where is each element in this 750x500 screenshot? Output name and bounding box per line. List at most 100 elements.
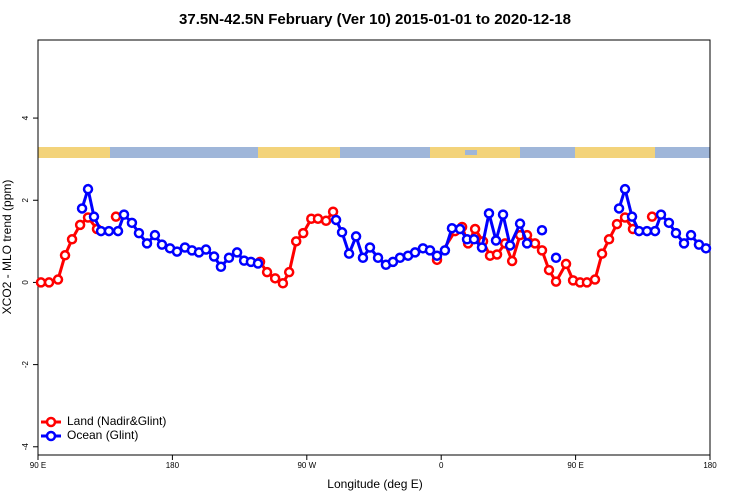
data-point <box>649 225 661 237</box>
data-point <box>560 258 572 270</box>
data-point <box>476 242 488 253</box>
data-point <box>312 213 324 224</box>
data-point <box>110 211 122 222</box>
x-tick-label: 180 <box>166 461 180 470</box>
x-tick-label: 90 E <box>30 461 46 470</box>
data-point <box>439 245 451 256</box>
data-point <box>215 261 227 273</box>
y-tick-label: -2 <box>21 361 30 369</box>
data-point <box>424 245 436 256</box>
y-tick-label: 4 <box>21 115 30 120</box>
data-point <box>409 247 421 258</box>
data-point <box>252 258 264 269</box>
data-point <box>283 266 295 278</box>
data-point <box>35 277 47 288</box>
data-point <box>336 227 348 238</box>
data-point <box>103 225 115 237</box>
data-point <box>327 206 339 218</box>
data-point <box>491 249 503 260</box>
data-point <box>394 252 406 264</box>
data-point <box>149 229 161 241</box>
data-point <box>504 240 516 251</box>
x-tick-label: 0 <box>439 461 444 470</box>
land-ocean-strip <box>38 147 710 158</box>
y-tick-label: 0 <box>21 280 30 285</box>
data-point <box>514 218 526 229</box>
data-point <box>619 183 631 195</box>
data-point <box>678 238 690 249</box>
data-point <box>454 223 466 235</box>
data-point <box>112 225 124 237</box>
data-point <box>596 248 608 259</box>
data-point <box>483 208 495 219</box>
data-point <box>497 209 509 220</box>
data-point <box>141 238 153 249</box>
data-point <box>156 239 168 250</box>
series-line <box>40 215 99 284</box>
data-point <box>536 245 548 256</box>
y-tick-label: -4 <box>21 443 30 451</box>
data-point <box>521 238 533 249</box>
data-point <box>43 277 55 288</box>
data-point <box>446 222 458 234</box>
data-point <box>550 252 562 264</box>
x-axis-label: Longitude (deg E) <box>327 477 422 491</box>
data-point <box>613 203 625 214</box>
legend-label: Land (Nadir&Glint) <box>67 414 166 428</box>
data-point <box>74 219 86 231</box>
data-point <box>290 236 302 247</box>
data-point <box>611 218 623 230</box>
data-point <box>646 211 658 222</box>
legend-marker <box>45 430 57 442</box>
data-point <box>59 250 71 261</box>
x-tick-label: 90 W <box>297 461 316 470</box>
x-tick-label: 180 <box>703 461 717 470</box>
data-point <box>372 252 384 264</box>
data-point <box>543 264 555 276</box>
data-point <box>320 215 332 227</box>
data-point <box>506 255 518 267</box>
data-point <box>626 211 638 222</box>
data-point <box>171 246 183 257</box>
data-point <box>641 225 653 237</box>
legend-marker <box>45 416 57 428</box>
chart-title: 37.5N-42.5N February (Ver 10) 2015-01-01… <box>179 11 571 28</box>
legend: Land (Nadir&Glint)Ocean (Glint) <box>41 414 166 442</box>
data-point <box>581 277 593 288</box>
data-point <box>357 252 369 264</box>
data-point <box>468 234 480 245</box>
data-point <box>663 217 675 229</box>
data-point <box>670 227 682 239</box>
data-point <box>88 211 100 222</box>
data-point <box>589 274 601 285</box>
data-point <box>231 247 243 258</box>
data-point <box>277 277 289 289</box>
data-point <box>700 243 712 254</box>
data-point <box>269 273 281 284</box>
data-point <box>66 234 78 245</box>
data-point <box>490 235 502 246</box>
data-point <box>208 251 220 262</box>
data-point <box>118 209 130 220</box>
x-tick-label: 90 E <box>567 461 583 470</box>
data-point <box>603 234 615 245</box>
data-point <box>82 183 94 195</box>
data-point <box>469 223 481 235</box>
data-point <box>297 227 309 239</box>
data-point <box>431 250 443 261</box>
data-point <box>200 244 212 255</box>
y-axis-label: XCO2 - MLO trend (ppm) <box>0 180 14 315</box>
data-point <box>655 209 667 220</box>
data-point <box>261 266 273 278</box>
data-point <box>330 214 342 226</box>
data-point <box>76 203 88 214</box>
data-point <box>550 276 562 287</box>
data-point <box>350 231 362 242</box>
data-point <box>685 229 697 241</box>
data-point <box>364 242 376 253</box>
y-tick-label: 2 <box>21 197 30 202</box>
data-point <box>536 224 548 236</box>
data-point <box>133 227 145 239</box>
legend-label: Ocean (Glint) <box>67 428 138 442</box>
